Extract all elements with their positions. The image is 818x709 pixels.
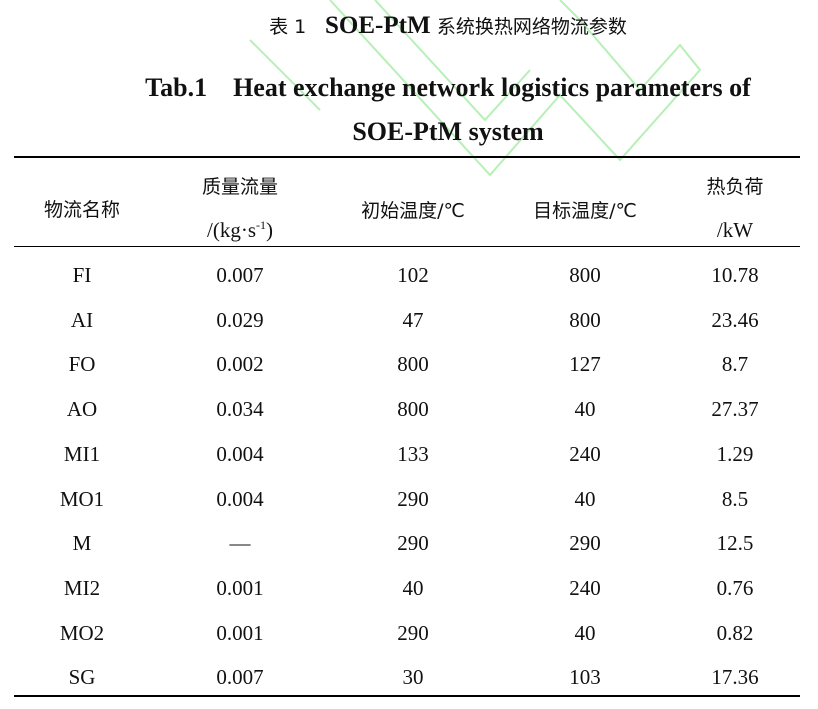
cell-target-temp: 103: [569, 665, 601, 690]
cell-stream-name: FI: [72, 263, 92, 287]
cell-heat-load: 1.29: [716, 441, 754, 466]
cell-initial-temp: 800: [397, 352, 429, 377]
header-heat-load-2: /kW: [716, 218, 754, 242]
cell-heat-load: 27.37: [711, 397, 759, 422]
cell-heat-load: 0.76: [716, 575, 754, 600]
cell-initial-temp: 290: [397, 486, 429, 511]
cell-heat-load: 8.5: [721, 486, 749, 511]
cell-initial-temp: 30: [402, 665, 424, 690]
cell-target-temp: 290: [569, 531, 601, 556]
cell-mass-flow: 0.034: [216, 397, 264, 422]
system-code: SOE-PtM: [325, 12, 431, 39]
cell-heat-load: 10.78: [711, 263, 759, 287]
header-name: 物流名称: [43, 199, 120, 221]
cell-stream-name: M: [72, 531, 92, 556]
cell-initial-temp: 40: [402, 575, 424, 600]
cell-mass-flow: 0.007: [216, 263, 264, 287]
header-init-temp: 初始温度/℃: [361, 200, 465, 222]
cell-stream-name: MI2: [63, 575, 101, 600]
cell-target-temp: 240: [569, 575, 601, 600]
cell-mass-flow: 0.029: [216, 307, 264, 332]
header-rule: [14, 246, 800, 247]
cell-initial-temp: 800: [397, 397, 429, 422]
cell-mass-flow: —: [229, 531, 251, 556]
table-title-zh: 表 1 SOE-PtM 系统换热网络物流参数: [0, 12, 818, 40]
cell-mass-flow: 0.004: [216, 486, 264, 511]
cell-target-temp: 40: [574, 397, 596, 422]
cell-heat-load: 0.82: [716, 620, 754, 645]
title-text: 系统换热网络物流参数: [436, 16, 627, 38]
cell-target-temp: 800: [569, 307, 601, 332]
cell-heat-load: 23.46: [711, 307, 759, 332]
cell-initial-temp: 47: [402, 307, 424, 332]
cell-stream-name: SG: [68, 665, 96, 690]
table-number: 表 1: [269, 16, 307, 38]
cell-initial-temp: 133: [397, 441, 429, 466]
title-en-line1: Tab.1 Heat exchange network logistics pa…: [145, 73, 751, 102]
title-en-line2: SOE-PtM system: [352, 117, 544, 146]
header-mass-flow-2: /(kg·s-1): [160, 218, 320, 243]
cell-stream-name: AO: [66, 397, 98, 422]
cell-stream-name: AI: [70, 307, 94, 332]
cell-target-temp: 800: [569, 263, 601, 287]
cell-target-temp: 240: [569, 441, 601, 466]
cell-stream-name: MI1: [63, 441, 101, 466]
cell-initial-temp: 290: [397, 620, 429, 645]
cell-stream-name: FO: [68, 352, 96, 377]
top-rule: [14, 156, 800, 158]
cell-mass-flow: 0.007: [216, 665, 264, 690]
cell-initial-temp: 102: [397, 263, 429, 287]
cell-heat-load: 8.7: [721, 352, 749, 377]
header-heat-load-1: 热负荷: [706, 176, 764, 198]
cell-target-temp: 127: [569, 352, 601, 377]
cell-heat-load: 17.36: [711, 665, 759, 690]
cell-target-temp: 40: [574, 620, 596, 645]
header-target-temp: 目标温度/℃: [533, 200, 637, 222]
cell-heat-load: 12.5: [716, 531, 754, 556]
unit-close: ): [266, 218, 273, 242]
unit-exponent: -1: [256, 218, 266, 232]
cell-mass-flow: 0.004: [216, 441, 264, 466]
cell-mass-flow: 0.001: [216, 575, 264, 600]
unit: /(kg·s: [207, 218, 256, 242]
cell-initial-temp: 290: [397, 531, 429, 556]
table-title-en: Tab.1 Heat exchange network logistics pa…: [0, 66, 818, 154]
cell-mass-flow: 0.002: [216, 352, 264, 377]
cell-stream-name: MO1: [59, 486, 105, 511]
cell-target-temp: 40: [574, 486, 596, 511]
header-mass-flow-1: 质量流量: [201, 176, 278, 198]
cell-stream-name: MO2: [59, 620, 105, 645]
cell-mass-flow: 0.001: [216, 620, 264, 645]
bottom-rule: [14, 695, 800, 697]
